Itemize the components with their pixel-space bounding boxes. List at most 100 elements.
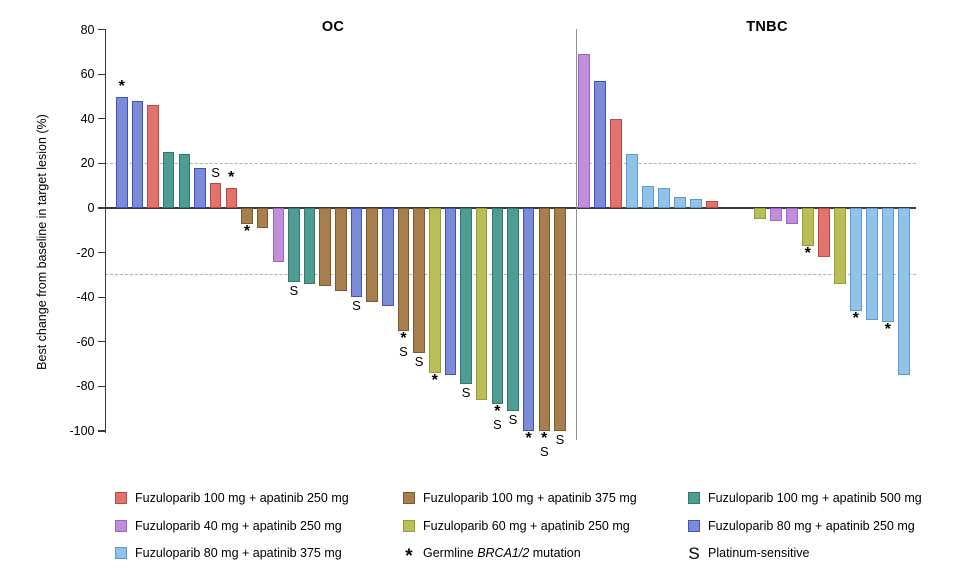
brca-star-annotation: * <box>228 168 235 186</box>
brca-star-annotation: * <box>400 329 407 347</box>
brca-star-annotation: * <box>884 320 891 338</box>
legend-item-brown: Fuzuloparib 100 mg + apatinib 375 mg <box>403 488 637 508</box>
bar-oc-10 <box>256 208 269 229</box>
bar-tnbc-2 <box>594 80 606 208</box>
platinum-s-annotation: S <box>555 432 565 447</box>
platinum-s-annotation: S <box>352 298 361 314</box>
bar-tnbc-3 <box>610 118 622 208</box>
bar-oc-14 <box>319 208 331 287</box>
y-axis-tick <box>97 73 105 75</box>
bar-oc-11 <box>272 208 284 262</box>
bar-tnbc-5 <box>642 185 654 208</box>
bar-tnbc-10 <box>754 208 766 220</box>
legend-item-red: Fuzuloparib 100 mg + apatinib 250 mg <box>115 488 349 508</box>
legend-label: Fuzuloparib 60 mg + apatinib 250 mg <box>423 518 630 533</box>
y-axis-tick <box>97 118 105 120</box>
brca-star-annotation: * <box>804 244 811 262</box>
platinum-s-annotation: S <box>399 343 408 359</box>
y-axis-tick <box>97 341 105 343</box>
bar-tnbc-13 <box>802 208 814 246</box>
brca-star-annotation: * <box>118 77 125 95</box>
legend-swatch-lightblue <box>115 547 127 559</box>
platinum-s-annotation: S <box>289 282 299 298</box>
reference-line <box>104 162 916 164</box>
platinum-s-annotation: S <box>211 165 220 181</box>
y-tick-label: -60 <box>76 334 95 349</box>
bar-oc-3 <box>147 105 159 208</box>
brca-star-annotation: * <box>431 372 438 390</box>
y-axis-tick <box>97 162 105 165</box>
group-divider-line <box>576 29 578 440</box>
y-tick-label: -40 <box>76 290 95 305</box>
bar-oc-26 <box>507 208 519 411</box>
group-title-oc: OC <box>321 19 345 35</box>
legend-label: Fuzuloparib 100 mg + apatinib 250 mg <box>135 491 349 505</box>
bar-tnbc-8 <box>690 199 702 208</box>
bar-oc-13 <box>303 208 316 284</box>
group-title-tnbc: TNBC <box>746 19 788 35</box>
bar-oc-24 <box>475 208 488 400</box>
star-symbol: * <box>405 545 413 567</box>
bar-oc-7 <box>209 183 222 208</box>
bar-oc-12 <box>288 208 300 282</box>
bar-oc-20 <box>413 208 425 353</box>
legend-swatch-purple <box>115 519 127 532</box>
bar-oc-6 <box>194 167 206 208</box>
bar-tnbc-19 <box>898 208 910 376</box>
bar-oc-9 <box>241 208 253 224</box>
legend-item-lightblue: Fuzuloparib 80 mg + apatinib 375 mg <box>115 543 342 563</box>
platinum-s-annotation: S <box>493 417 502 433</box>
bar-tnbc-9 <box>706 201 718 208</box>
legend-label: Platinum-sensitive <box>708 546 810 560</box>
bar-tnbc-6 <box>658 187 670 208</box>
y-axis-line <box>104 29 106 433</box>
y-tick-label: -20 <box>76 245 95 260</box>
bar-tnbc-7 <box>674 196 686 208</box>
y-axis-tick <box>97 385 105 388</box>
legend-swatch-blue <box>688 519 700 532</box>
bar-oc-29 <box>554 208 566 431</box>
legend-label: Fuzuloparib 80 mg + apatinib 375 mg <box>135 546 342 560</box>
bar-tnbc-1 <box>578 54 590 208</box>
y-axis-tick <box>97 28 105 31</box>
legend-swatch-yellowgreen <box>403 519 415 532</box>
y-axis-tick <box>97 207 105 209</box>
legend-item-purple: Fuzuloparib 40 mg + apatinib 250 mg <box>115 516 342 536</box>
bar-tnbc-16 <box>850 208 862 311</box>
legend-swatch-teal <box>688 492 700 504</box>
bar-oc-22 <box>444 208 457 376</box>
y-tick-label: -100 <box>69 424 95 438</box>
y-tick-label: 80 <box>80 22 95 37</box>
legend-label: Fuzuloparib 80 mg + apatinib 250 mg <box>708 518 915 533</box>
brca-star-annotation: * <box>852 309 859 327</box>
bar-oc-15 <box>335 208 347 291</box>
y-tick-label: -80 <box>76 379 95 394</box>
y-tick-label: 0 <box>87 201 95 215</box>
legend-label: Fuzuloparib 100 mg + apatinib 500 mg <box>708 491 922 505</box>
bar-oc-18 <box>382 208 394 307</box>
bar-oc-4 <box>162 152 175 208</box>
brca-star-annotation: * <box>243 222 251 240</box>
bar-oc-16 <box>350 208 363 298</box>
legend-swatch-brown <box>403 492 415 504</box>
bar-oc-2 <box>131 100 144 208</box>
legend-item-brca-star: * Germline BRCA1/2 mutation <box>403 543 581 567</box>
brca-star-annotation: * <box>494 403 501 421</box>
y-tick-label: 40 <box>80 111 95 126</box>
bar-tnbc-17 <box>866 208 878 320</box>
platinum-s-annotation: S <box>539 444 549 459</box>
legend-swatch-red <box>115 492 127 504</box>
legend-item-yellowgreen: Fuzuloparib 60 mg + apatinib 250 mg <box>403 516 630 536</box>
bar-tnbc-14 <box>818 208 830 258</box>
legend-label: Germline BRCA1/2 mutation <box>423 546 581 560</box>
legend-item-platinum-s: S Platinum-sensitive <box>688 543 809 563</box>
y-tick-label: 60 <box>80 67 95 82</box>
bar-tnbc-15 <box>834 208 846 284</box>
bar-oc-25 <box>491 208 504 405</box>
legend-label: Fuzuloparib 100 mg + apatinib 375 mg <box>423 491 637 505</box>
bar-oc-1 <box>116 96 128 208</box>
brca-star-annotation: * <box>541 430 548 447</box>
platinum-s-annotation: S <box>414 353 424 369</box>
